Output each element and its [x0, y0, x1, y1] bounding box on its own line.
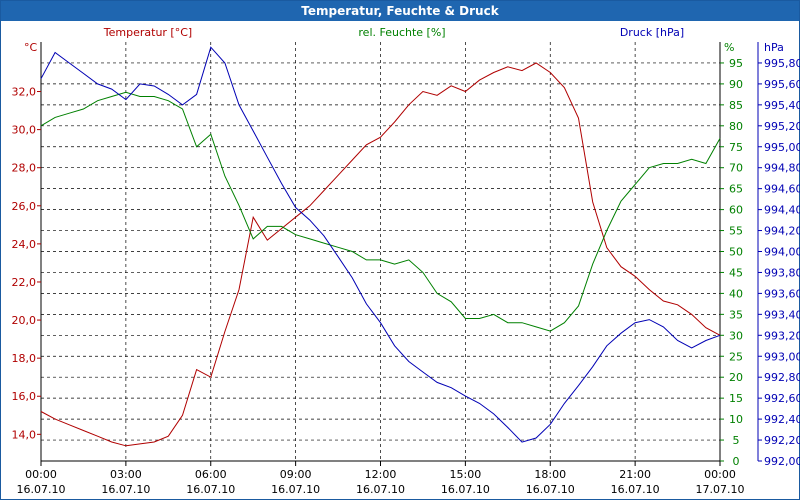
humidity-tick-label: 90	[729, 78, 743, 91]
pressure-unit-label: hPa	[764, 41, 784, 54]
humidity-tick-label: 70	[729, 162, 743, 175]
humidity-tick-label: 5	[733, 434, 740, 447]
grid	[41, 42, 720, 461]
humidity-tick-label: 40	[729, 287, 743, 300]
pressure-tick-label: 993,80	[764, 266, 800, 279]
humidity-tick-label: 25	[729, 350, 743, 363]
x-tick-date: 16.07.10	[356, 483, 405, 496]
humidity-tick-label: 50	[729, 246, 743, 259]
temp-tick-label: 14,0	[12, 428, 37, 441]
temp-tick-label: 20,0	[12, 314, 37, 327]
temp-unit-label: °C	[24, 41, 38, 54]
series-lines	[40, 46, 721, 447]
pressure-tick-label: 994,60	[764, 183, 800, 196]
x-tick-time: 21:00	[619, 468, 651, 481]
pressure-tick-label: 993,40	[764, 308, 800, 321]
x-tick-date: 16.07.10	[186, 483, 235, 496]
x-tick-time: 12:00	[365, 468, 397, 481]
humidity-tick-label: 95	[729, 57, 743, 70]
pressure-tick-label: 992,80	[764, 371, 800, 384]
temp-tick-label: 22,0	[12, 276, 37, 289]
x-tick-date: 16.07.10	[271, 483, 320, 496]
pressure-tick-label: 992,20	[764, 434, 800, 447]
x-tick-date: 16.07.10	[611, 483, 660, 496]
x-tick-time: 06:00	[195, 468, 227, 481]
pressure-tick-label: 992,60	[764, 392, 800, 405]
temp-tick-label: 30,0	[12, 124, 37, 137]
temp-tick-label: 16,0	[12, 390, 37, 403]
chart-title: Temperatur, Feuchte & Druck	[1, 1, 799, 21]
humidity-tick-label: 80	[729, 120, 743, 133]
temp-tick-label: 28,0	[12, 162, 37, 175]
humidity-tick-label: 10	[729, 413, 743, 426]
x-tick-time: 00:00	[704, 468, 736, 481]
humidity-tick-label: 0	[733, 455, 740, 468]
pressure-tick-label: 992,00	[764, 455, 800, 468]
axes	[40, 42, 759, 465]
temperature-line	[40, 62, 721, 447]
pressure-axis-title: Druck [hPa]	[620, 26, 684, 39]
pressure-tick-label: 995,40	[764, 99, 800, 112]
tick-labels: 14,0 16,0 18,0 20,0 22,0 24,0 26,0 28,0 30,0 32,0…	[12, 57, 800, 496]
x-tick-date: 16.07.10	[17, 483, 66, 496]
humidity-tick-label: 60	[729, 204, 743, 217]
x-tick-time: 00:00	[25, 468, 57, 481]
pressure-tick-label: 995,60	[764, 78, 800, 91]
pressure-tick-label: 995,20	[764, 120, 800, 133]
x-tick-date: 17.07.10	[696, 483, 745, 496]
humidity-tick-label: 35	[729, 308, 743, 321]
pressure-line	[40, 46, 721, 443]
x-tick-date: 16.07.10	[101, 483, 150, 496]
x-tick-date: 16.07.10	[526, 483, 575, 496]
humidity-tick-label: 75	[729, 141, 743, 154]
humidity-tick-label: 20	[729, 371, 743, 384]
humidity-tick-label: 15	[729, 392, 743, 405]
humidity-tick-label: 55	[729, 225, 743, 238]
x-tick-time: 15:00	[450, 468, 482, 481]
pressure-tick-label: 993,00	[764, 350, 800, 363]
x-tick-time: 09:00	[280, 468, 312, 481]
humidity-tick-label: 85	[729, 99, 743, 112]
pressure-tick-label: 993,20	[764, 329, 800, 342]
humidity-tick-label: 30	[729, 329, 743, 342]
pressure-tick-label: 994,00	[764, 246, 800, 259]
pressure-tick-label: 994,40	[764, 204, 800, 217]
humidity-line	[40, 91, 721, 332]
pressure-tick-label: 995,80	[764, 57, 800, 70]
humidity-tick-label: 65	[729, 183, 743, 196]
temp-tick-label: 32,0	[12, 86, 37, 99]
pressure-tick-label: 992,40	[764, 413, 800, 426]
temp-tick-label: 18,0	[12, 352, 37, 365]
humidity-tick-label: 45	[729, 266, 743, 279]
x-tick-time: 03:00	[110, 468, 142, 481]
pressure-tick-label: 994,20	[764, 225, 800, 238]
humidity-axis-title: rel. Feuchte [%]	[358, 26, 445, 39]
pressure-tick-label: 993,60	[764, 287, 800, 300]
temp-axis-title: Temperatur [°C]	[103, 26, 192, 39]
pressure-tick-label: 994,80	[764, 162, 800, 175]
humidity-unit-label: %	[724, 41, 734, 54]
temp-tick-label: 24,0	[12, 238, 37, 251]
temp-tick-label: 26,0	[12, 200, 37, 213]
x-tick-time: 18:00	[534, 468, 566, 481]
x-tick-date: 16.07.10	[441, 483, 490, 496]
pressure-tick-label: 995,00	[764, 141, 800, 154]
